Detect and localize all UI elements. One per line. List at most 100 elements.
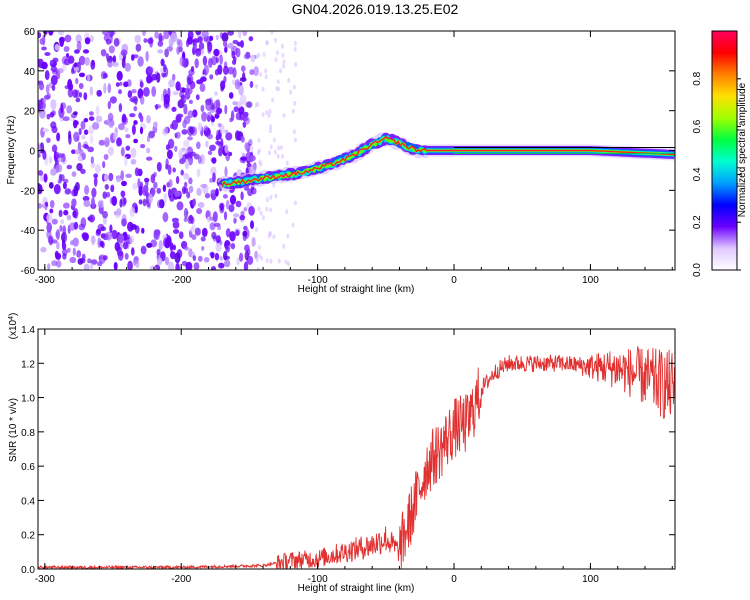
noise-blob bbox=[230, 110, 235, 121]
noise-blob-faint bbox=[287, 261, 290, 267]
noise-blob bbox=[215, 34, 219, 41]
noise-blob bbox=[109, 224, 113, 234]
noise-blob-faint bbox=[292, 129, 296, 135]
noise-blob bbox=[93, 173, 99, 179]
top-xtick-label: 100 bbox=[582, 275, 599, 286]
noise-blob-faint bbox=[293, 40, 297, 46]
noise-blob bbox=[42, 150, 47, 160]
noise-blob-faint bbox=[262, 52, 266, 58]
noise-blob bbox=[185, 261, 193, 270]
noise-blob bbox=[141, 227, 145, 234]
noise-blob bbox=[156, 248, 161, 256]
noise-blob-faint bbox=[265, 40, 269, 46]
noise-blob-faint bbox=[265, 258, 269, 264]
noise-blob bbox=[219, 125, 225, 135]
y-ticks-top: -60 -40 -20 0 20 40 60 bbox=[21, 27, 675, 277]
noise-blob bbox=[125, 134, 131, 139]
top-xtick-label: -300 bbox=[35, 275, 55, 286]
y-ticks-bottom: 0.0 0.2 0.4 0.6 0.8 1.0 1.2 1.4 bbox=[21, 325, 675, 576]
noise-blob-faint bbox=[282, 243, 286, 249]
bot-ytick-label: 0.4 bbox=[21, 496, 35, 507]
noise-blob bbox=[193, 262, 200, 270]
noise-blob bbox=[106, 118, 110, 126]
noise-blob bbox=[38, 144, 42, 155]
noise-blob-faint bbox=[277, 258, 281, 264]
noise-blob bbox=[183, 217, 188, 223]
noise-blob bbox=[178, 149, 183, 159]
noise-blob bbox=[49, 208, 54, 214]
noise-blob bbox=[102, 255, 108, 261]
noise-blob bbox=[196, 141, 201, 150]
noise-blob bbox=[172, 244, 176, 251]
noise-blob bbox=[205, 210, 212, 220]
noise-blob bbox=[145, 50, 149, 62]
noise-blob bbox=[129, 113, 136, 118]
noise-blob bbox=[135, 43, 142, 52]
noise-blob bbox=[200, 236, 206, 242]
noise-blob-faint bbox=[269, 231, 272, 237]
noise-blob bbox=[95, 115, 103, 123]
noise-blob bbox=[124, 156, 128, 167]
noise-blob-faint bbox=[269, 124, 273, 130]
noise-blob bbox=[252, 162, 257, 170]
noise-blob bbox=[80, 120, 86, 130]
noise-blob bbox=[163, 93, 170, 105]
noise-blob-faint bbox=[255, 227, 258, 233]
noise-blob bbox=[242, 31, 248, 37]
noise-blob bbox=[82, 49, 90, 54]
noise-blob bbox=[149, 39, 153, 48]
noise-blob bbox=[174, 190, 182, 197]
noise-blob bbox=[197, 122, 203, 132]
noise-blob bbox=[211, 157, 217, 164]
noise-blob-faint bbox=[276, 79, 280, 85]
noise-blob bbox=[153, 229, 161, 236]
noise-blob bbox=[64, 34, 72, 43]
noise-blob bbox=[51, 260, 58, 267]
noise-blob bbox=[56, 68, 64, 74]
noise-blob bbox=[168, 31, 172, 36]
noise-blob bbox=[209, 144, 216, 151]
noise-blob bbox=[137, 178, 141, 189]
noise-blob bbox=[137, 56, 144, 67]
noise-blob bbox=[131, 95, 139, 104]
noise-blob bbox=[228, 92, 234, 99]
noise-blob bbox=[102, 191, 107, 199]
snr-line bbox=[38, 345, 675, 569]
noise-blob bbox=[219, 205, 225, 214]
noise-blob bbox=[175, 114, 182, 123]
y-multiplier-label: (x104) bbox=[8, 313, 20, 340]
noise-blob bbox=[75, 34, 82, 43]
noise-blob bbox=[100, 71, 107, 80]
noise-blob bbox=[146, 135, 151, 142]
x-axis-label-bottom: Height of straight line (km) bbox=[298, 583, 415, 594]
noise-blob bbox=[147, 66, 154, 74]
noise-blob bbox=[248, 255, 253, 264]
noise-blob bbox=[38, 82, 45, 91]
noise-blob bbox=[50, 168, 57, 176]
noise-blob bbox=[200, 48, 204, 55]
noise-blob bbox=[100, 233, 106, 239]
noise-blob bbox=[121, 218, 127, 227]
noise-blob bbox=[116, 250, 124, 257]
noise-blob bbox=[197, 155, 202, 164]
noise-blob bbox=[163, 192, 168, 204]
noise-blob bbox=[77, 258, 84, 265]
noise-blob bbox=[192, 41, 198, 51]
noise-blob bbox=[105, 53, 109, 60]
noise-blob-faint bbox=[258, 148, 261, 154]
noise-blob bbox=[63, 202, 70, 209]
noise-blob bbox=[96, 228, 101, 235]
noise-blob bbox=[165, 158, 169, 169]
ridge-band bbox=[217, 132, 675, 192]
noise-blob bbox=[204, 192, 211, 199]
noise-blob-faint bbox=[269, 194, 273, 200]
noise-blob bbox=[229, 231, 236, 242]
y-axis-label-bottom: SNR (10 * v/v) bbox=[8, 398, 19, 462]
noise-blob bbox=[82, 195, 90, 202]
noise-blob-faint bbox=[265, 206, 269, 212]
noise-blob bbox=[124, 62, 131, 72]
noise-blob bbox=[187, 136, 193, 141]
noise-blob bbox=[194, 227, 201, 236]
noise-blob bbox=[56, 260, 62, 268]
noise-blob bbox=[73, 120, 79, 126]
